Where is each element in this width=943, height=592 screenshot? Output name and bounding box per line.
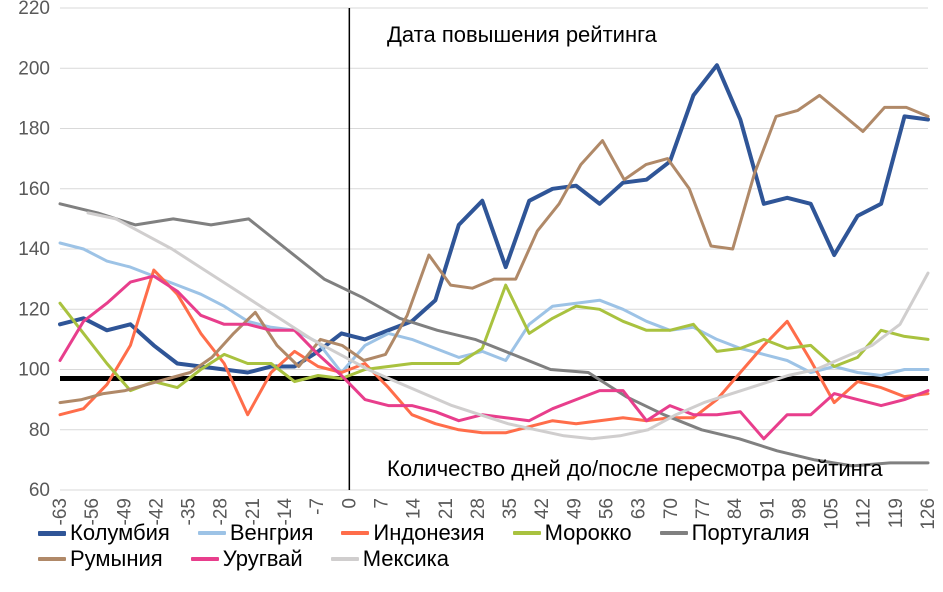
legend-item-portugal: Португалия	[660, 520, 810, 546]
legend-item-indonesia: Индонезия	[341, 520, 484, 546]
svg-text:126: 126	[918, 498, 939, 530]
legend-label-romania: Румыния	[70, 546, 163, 572]
annotation-xaxis-label: Количество дней до/после пересмотра рейт…	[387, 456, 883, 482]
svg-text:70: 70	[661, 498, 682, 519]
legend-swatch-morocco	[513, 531, 541, 535]
svg-text:7: 7	[371, 498, 392, 509]
svg-text:100: 100	[18, 360, 50, 381]
line-chart-svg: 6080100120140160180200220-63-56-49-42-35…	[0, 0, 943, 592]
svg-text:60: 60	[29, 480, 50, 501]
svg-text:0: 0	[339, 498, 360, 509]
legend-label-mexico: Мексика	[363, 546, 449, 572]
svg-text:84: 84	[725, 498, 746, 520]
series-indonesia	[60, 270, 928, 433]
legend-label-hungary: Венгрия	[230, 520, 314, 546]
svg-text:140: 140	[18, 239, 50, 260]
svg-text:63: 63	[629, 498, 650, 519]
legend-label-uruguay: Уругвай	[223, 546, 303, 572]
svg-text:28: 28	[468, 498, 489, 519]
legend-item-colombia: Колумбия	[38, 520, 170, 546]
legend-swatch-portugal	[660, 531, 688, 535]
legend-swatch-colombia	[38, 531, 66, 536]
svg-text:35: 35	[500, 498, 521, 519]
svg-text:180: 180	[18, 119, 50, 140]
svg-text:77: 77	[693, 498, 714, 519]
svg-text:-7: -7	[307, 498, 328, 515]
legend-label-colombia: Колумбия	[70, 520, 170, 546]
legend-label-indonesia: Индонезия	[373, 520, 484, 546]
legend-swatch-indonesia	[341, 531, 369, 535]
svg-text:91: 91	[757, 498, 778, 519]
series-mexico	[88, 213, 928, 439]
legend-swatch-hungary	[198, 531, 226, 535]
series-portugal	[60, 204, 928, 466]
svg-text:49: 49	[564, 498, 585, 519]
svg-text:42: 42	[532, 498, 553, 519]
legend-item-hungary: Венгрия	[198, 520, 314, 546]
svg-text:120: 120	[18, 299, 50, 320]
chart-container: 6080100120140160180200220-63-56-49-42-35…	[0, 0, 943, 592]
svg-text:80: 80	[29, 420, 50, 441]
annotation-upgrade-date: Дата повышения рейтинга	[387, 22, 657, 48]
legend-item-uruguay: Уругвай	[191, 546, 303, 572]
svg-text:21: 21	[436, 498, 457, 519]
legend-item-mexico: Мексика	[331, 546, 449, 572]
legend: Колумбия Венгрия Индонезия Морокко Португали…	[38, 520, 918, 572]
svg-text:160: 160	[18, 179, 50, 200]
svg-text:98: 98	[789, 498, 810, 519]
svg-text:14: 14	[404, 498, 425, 520]
legend-label-morocco: Морокко	[545, 520, 632, 546]
svg-text:56: 56	[597, 498, 618, 519]
legend-swatch-romania	[38, 557, 66, 561]
legend-item-morocco: Морокко	[513, 520, 632, 546]
legend-swatch-mexico	[331, 557, 359, 561]
legend-item-romania: Румыния	[38, 546, 163, 572]
legend-label-portugal: Португалия	[692, 520, 810, 546]
legend-swatch-uruguay	[191, 557, 219, 561]
svg-text:200: 200	[18, 58, 50, 79]
svg-text:220: 220	[18, 0, 50, 19]
